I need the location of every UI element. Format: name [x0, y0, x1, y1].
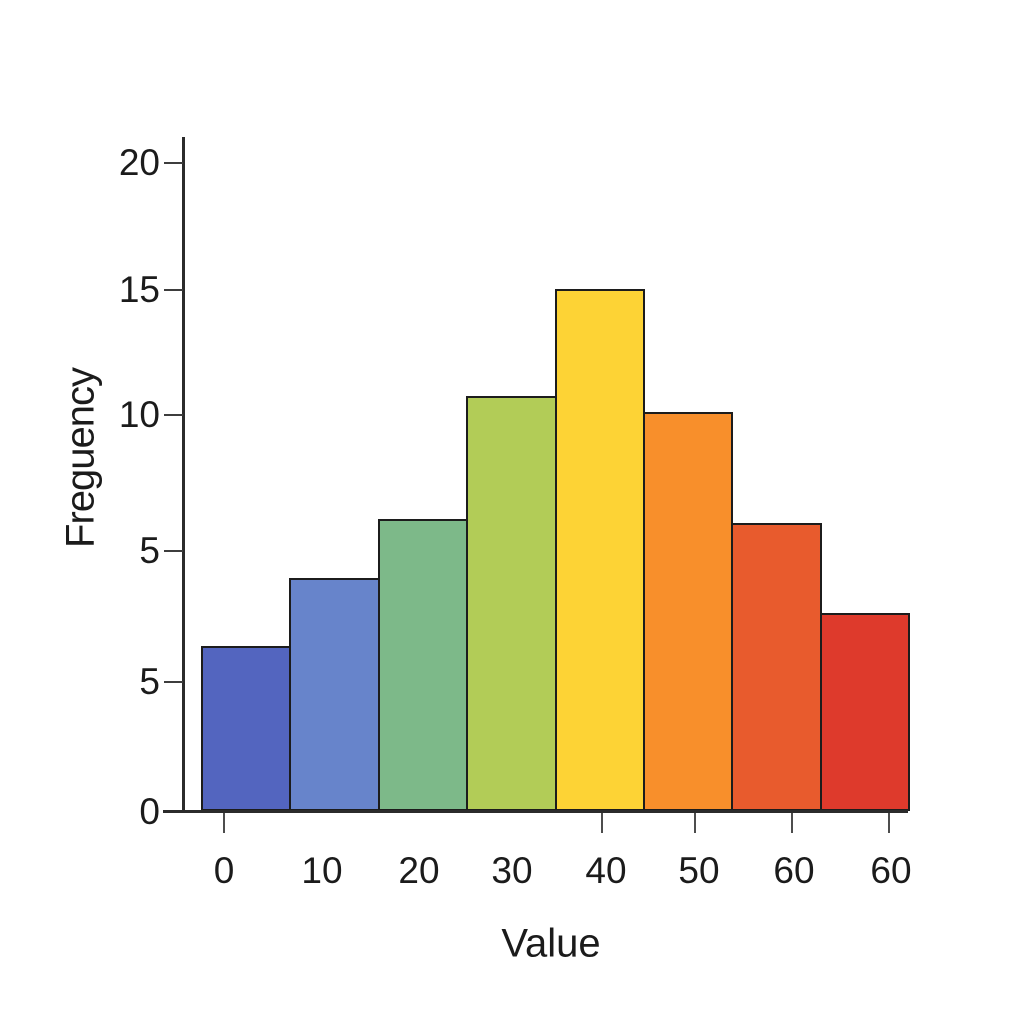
- bar-30-3: [466, 396, 557, 811]
- y-axis-title: Freguency: [58, 368, 103, 548]
- x-tick-mark: [888, 813, 890, 833]
- y-tick-label: 20: [118, 142, 160, 183]
- x-tick-mark: [694, 813, 696, 833]
- x-tick-label: 60: [773, 850, 815, 891]
- bar-0-0: [201, 645, 292, 811]
- x-tick-label: 20: [398, 850, 440, 891]
- y-axis-line: [182, 137, 185, 813]
- bar-20-2: [377, 519, 469, 811]
- x-tick-mark: [223, 813, 225, 833]
- x-tick-mark: [791, 813, 793, 833]
- y-tick-mark: [164, 414, 183, 416]
- y-tick-label: 0: [139, 791, 160, 832]
- y-tick-mark: [164, 550, 183, 552]
- x-axis-title: Value: [501, 921, 601, 966]
- x-tick-label: 10: [301, 850, 343, 891]
- x-tick-label: 30: [491, 850, 533, 891]
- y-tick-label: 15: [118, 269, 160, 310]
- bar-40-4: [554, 289, 645, 811]
- bar-10-1: [289, 577, 380, 811]
- x-tick-label: 40: [585, 850, 627, 891]
- bar-60-6: [731, 522, 822, 811]
- y-tick-mark: [164, 289, 183, 291]
- y-tick-mark: [164, 162, 183, 164]
- x-axis-line: [163, 810, 908, 813]
- x-tick-label: 0: [213, 850, 235, 891]
- y-tick-label: 5: [139, 530, 160, 571]
- y-tick-mark: [164, 681, 183, 683]
- bar-50-5: [642, 412, 734, 811]
- x-tick-label: 60: [870, 850, 912, 891]
- y-tick-label: 5: [139, 661, 160, 702]
- x-tick-label: 50: [678, 850, 720, 891]
- x-tick-mark: [601, 813, 603, 833]
- y-tick-label: 10: [118, 394, 160, 435]
- bar-60-7: [819, 613, 910, 811]
